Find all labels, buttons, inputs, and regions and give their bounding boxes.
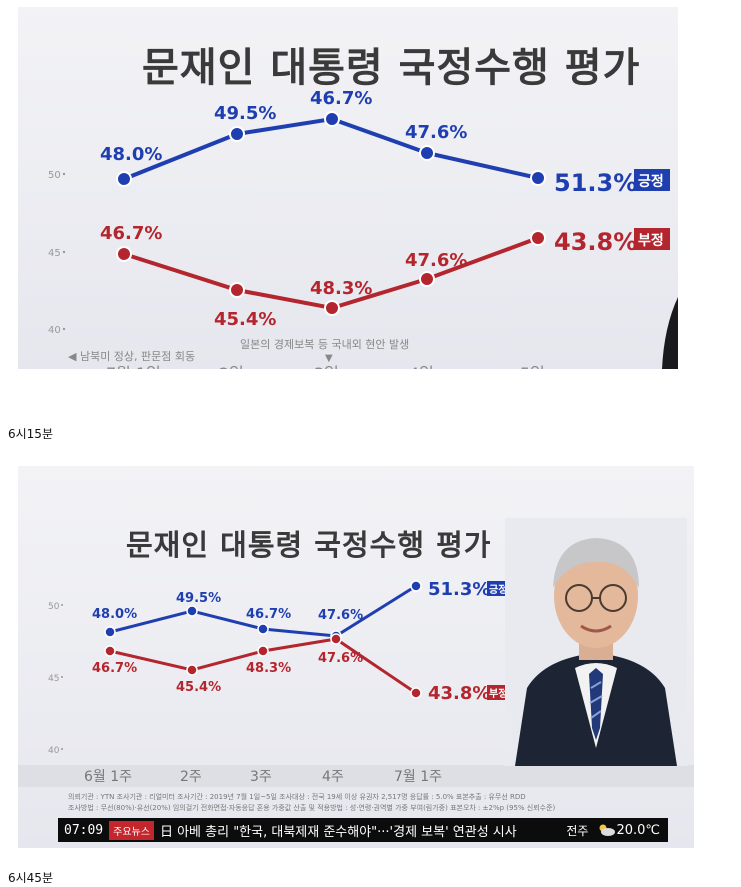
data-point: [324, 300, 340, 316]
chart-title: 문재인 대통령 국정수행 평가: [142, 45, 641, 91]
y-tick-dot: [61, 604, 63, 606]
data-point: [419, 145, 435, 161]
caption-time-1: 6시15분: [8, 427, 53, 441]
data-point: [324, 111, 340, 127]
data-label-positive: 46.7%: [246, 607, 291, 622]
line-chart-1: 50 45 40 48.0% 49.5% 46.7% 47.6% 51.3% 긍정 46.7% 45…: [48, 88, 678, 369]
portrait-edge: [662, 297, 678, 369]
survey-info-line-2: 조사방법 : 무선(80%)·유선(20%) 임의걸기 전화면접·자동응답 혼용…: [68, 804, 556, 812]
y-tick-dot: [61, 676, 63, 678]
data-point: [530, 230, 546, 246]
data-label-negative: 46.7%: [100, 223, 162, 244]
x-tick-label: 2일: [219, 364, 244, 369]
legend-label-positive: 긍정: [489, 583, 507, 596]
chart-panel-1: 문재인 대통령 국정수행 평가 50 45 40 48.0% 49.5% 46.7% 47.…: [18, 7, 678, 369]
data-label-negative: 45.4%: [176, 680, 221, 695]
legend-badge-positive: [634, 169, 670, 191]
data-point: [257, 645, 269, 657]
legend-label-negative: 부정: [638, 232, 664, 249]
survey-info-line-1: 의뢰기관 : YTN 조사기관 : 리얼미터 조사기간 : 2019년 7월 1…: [68, 793, 526, 801]
data-label-negative: 47.6%: [318, 651, 363, 666]
data-point: [186, 605, 198, 617]
x-axis-band: [18, 765, 694, 787]
series-line-긍정: [123, 116, 539, 181]
x-tick-label: 7월 1주: [394, 769, 442, 785]
legend-label-positive: 긍정: [638, 173, 664, 190]
x-tick-label: 2주: [180, 769, 202, 785]
x-tick-label: 5일: [520, 364, 545, 369]
y-tick-dot: [61, 748, 63, 750]
data-point: [229, 126, 245, 142]
data-point: [116, 171, 132, 187]
data-label-positive: 49.5%: [176, 591, 221, 606]
data-point: [410, 687, 422, 699]
data-label-negative: 45.4%: [214, 309, 276, 330]
y-tick-label: 40: [48, 746, 60, 756]
data-label-negative: 48.3%: [310, 278, 372, 299]
data-point: [116, 246, 132, 262]
data-label-positive-final: 51.3%: [428, 579, 490, 600]
y-tick-label: 40: [48, 325, 61, 336]
x-tick-label: 6월 1주: [84, 769, 132, 785]
data-label-positive: 47.6%: [318, 608, 363, 623]
y-tick-label: 50: [48, 170, 61, 181]
data-point: [186, 664, 198, 676]
x-tick-label: 3주: [250, 769, 272, 785]
data-point: [104, 645, 116, 657]
data-point: [419, 271, 435, 287]
annotation-center: 일본의 경제보복 등 국내외 현안 발생: [240, 337, 409, 351]
data-label-negative: 48.3%: [246, 661, 291, 676]
ticker-badge: 주요뉴스: [109, 820, 154, 840]
legend-badge-negative: [634, 228, 670, 250]
data-label-positive: 49.5%: [214, 103, 276, 124]
x-tick-label: 7월 1일: [106, 364, 161, 369]
ticker-time: 07:09: [64, 822, 104, 838]
data-label-positive: 48.0%: [92, 607, 137, 622]
caption-time-2: 6시45분: [8, 871, 53, 885]
y-tick-dot: [62, 172, 66, 176]
data-point: [229, 282, 245, 298]
y-tick-label: 50: [48, 602, 60, 612]
data-label-positive: 48.0%: [100, 144, 162, 165]
x-tick-label: 3일: [314, 364, 339, 369]
news-ticker: 07:09 주요뉴스 日 아베 총리 "한국, 대북제재 준수해야"···'경제…: [58, 818, 668, 842]
weather-temp: 20.0℃: [616, 822, 660, 838]
chart-panel-2: 문재인 대통령 국정수행 평가 50 45 40 48.0% 49.5% 46.7% 47.…: [18, 466, 694, 848]
data-point: [410, 580, 422, 592]
data-point: [257, 623, 269, 635]
data-label-negative: 47.6%: [405, 250, 467, 271]
y-tick-dot: [62, 327, 66, 331]
data-point: [330, 633, 342, 645]
line-chart-2: 50 45 40 48.0% 49.5% 46.7% 47.6% 51.3%긍정 46.7% 45…: [18, 579, 694, 787]
annotation-left: ◀ 남북미 정상, 판문점 회동: [68, 350, 195, 363]
data-label-positive: 47.6%: [405, 122, 467, 143]
y-tick-dot: [62, 250, 66, 254]
annotation-arrow: ▼: [325, 353, 333, 364]
data-point: [104, 626, 116, 638]
weather-city: 전주: [566, 823, 589, 838]
x-tick-label: 4주: [322, 769, 344, 785]
data-label-negative-final: 43.8%: [428, 683, 490, 704]
legend-label-negative: 부정: [489, 687, 507, 700]
cloud-sun-icon: [599, 824, 616, 836]
y-tick-label: 45: [48, 248, 61, 259]
president-portrait: [505, 518, 687, 766]
x-tick-label: 4일: [409, 364, 434, 369]
data-label-negative: 46.7%: [92, 661, 137, 676]
data-point: [530, 170, 546, 186]
chart-title: 문재인 대통령 국정수행 평가: [126, 528, 492, 562]
ticker-headline: 日 아베 총리 "한국, 대북제재 준수해야"···'경제 보복' 연관성 시사: [159, 824, 517, 840]
data-label-positive-final: 51.3%: [554, 169, 637, 197]
data-label-negative-final: 43.8%: [554, 228, 637, 256]
data-label-positive: 46.7%: [310, 88, 372, 109]
y-tick-label: 45: [48, 674, 59, 684]
